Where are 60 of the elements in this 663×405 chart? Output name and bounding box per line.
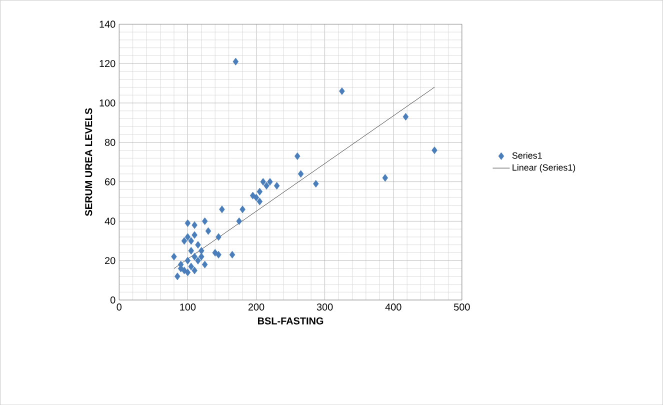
y-tick-label: 0 [110, 296, 116, 304]
point [260, 178, 266, 186]
legend-label: Series1 [512, 152, 542, 159]
y-tick-label: 100 [100, 99, 116, 106]
x-tick-label: 100 [180, 303, 196, 311]
point [240, 206, 246, 214]
y-tick-label: 140 [100, 20, 116, 28]
point [184, 268, 191, 276]
y-tick-label: 40 [104, 218, 116, 225]
y-axis-title: SERUM UREA LEVELS [85, 108, 92, 216]
point [250, 192, 256, 200]
point [195, 256, 201, 264]
point [174, 272, 180, 280]
y-tick-label: 80 [104, 138, 116, 146]
legend-label: Linear (Series1) [512, 164, 576, 172]
y-tick-label: 20 [105, 257, 116, 264]
x-tick-label: 300 [316, 303, 333, 311]
point [216, 250, 222, 258]
point [188, 262, 194, 270]
x-tick-label: 400 [385, 303, 402, 311]
y-tick-label: 120 [100, 60, 116, 68]
point [184, 219, 191, 227]
x-tick-label: 200 [248, 303, 264, 311]
point [298, 170, 304, 178]
point [339, 87, 345, 95]
point [192, 252, 198, 260]
x-tick-label: 0 [116, 303, 122, 311]
point [192, 266, 198, 274]
point [229, 250, 236, 258]
point [202, 217, 208, 225]
point [188, 237, 194, 245]
point [192, 231, 198, 239]
y-tick-label: 60 [105, 178, 116, 186]
point [256, 198, 263, 206]
point [184, 256, 191, 264]
point [205, 227, 212, 235]
point [256, 188, 263, 196]
x-tick-label: 500 [454, 303, 470, 311]
point [236, 217, 242, 225]
point [216, 233, 222, 241]
point [402, 112, 409, 120]
point [184, 233, 191, 241]
point [274, 182, 280, 190]
point [382, 174, 388, 182]
point [313, 180, 319, 188]
point [202, 260, 208, 268]
point [198, 252, 204, 260]
point [432, 146, 438, 154]
point [192, 221, 198, 229]
point [232, 58, 239, 66]
point [264, 182, 270, 190]
point [195, 240, 201, 249]
point [171, 252, 177, 260]
point [294, 152, 300, 160]
point [181, 237, 188, 245]
point [198, 246, 204, 254]
point [219, 206, 225, 214]
point [188, 246, 194, 254]
x-axis-title: BSL-FASTING [258, 317, 324, 324]
point [267, 178, 273, 186]
